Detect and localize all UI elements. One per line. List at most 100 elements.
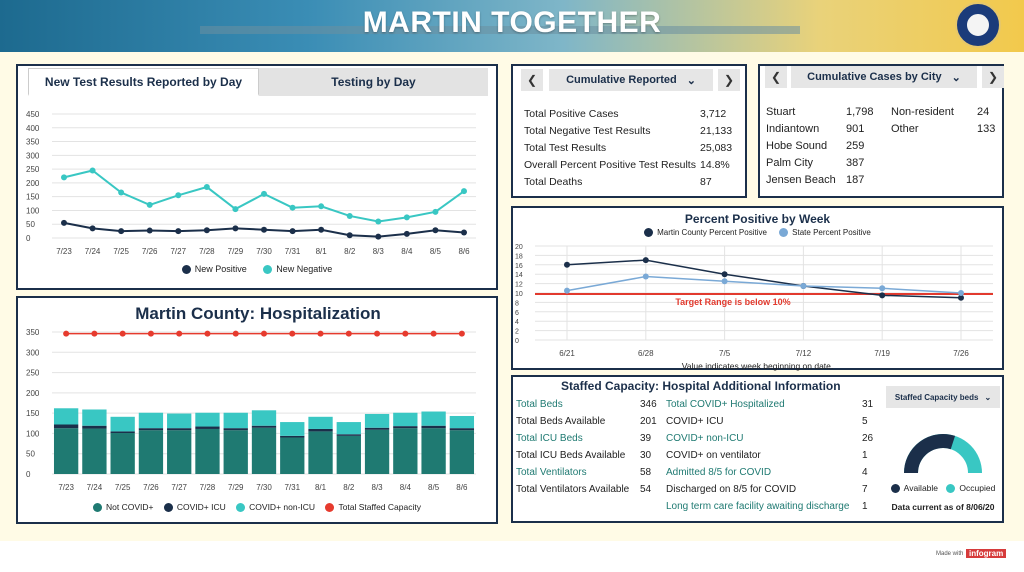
bar-segment bbox=[110, 431, 135, 434]
x-tick-label: 7/30 bbox=[256, 483, 272, 492]
x-tick-label: 7/31 bbox=[284, 483, 300, 492]
data-point bbox=[203, 227, 210, 234]
data-point bbox=[721, 271, 728, 278]
value-hobe-sound: 259 bbox=[846, 140, 865, 152]
bar-segment bbox=[421, 428, 446, 474]
series-line bbox=[566, 259, 962, 299]
percent-positive-title: Percent Positive by Week bbox=[684, 212, 831, 226]
city-other: Other bbox=[891, 123, 919, 135]
data-point bbox=[289, 228, 296, 235]
y-tick-label: 18 bbox=[515, 253, 523, 260]
data-current-note: Data current as of 8/06/20 bbox=[891, 502, 995, 512]
y-tick-label: 150 bbox=[26, 409, 40, 418]
city-prev-button[interactable]: ❮ bbox=[765, 66, 787, 88]
bar-segment bbox=[53, 424, 79, 429]
staffed-capacity-panel: Staffed Capacity: Hospital Additional In… bbox=[511, 375, 1004, 523]
tab-new-test-results[interactable]: New Test Results Reported by Day bbox=[28, 68, 259, 96]
county-seal-icon bbox=[955, 2, 1001, 48]
data-point bbox=[642, 257, 649, 264]
x-tick-label: 8/1 bbox=[315, 483, 327, 492]
city-palm-city: Palm City bbox=[766, 157, 814, 169]
x-tick-label: 8/4 bbox=[400, 483, 412, 492]
bar-segment bbox=[167, 428, 192, 431]
data-point bbox=[403, 230, 410, 237]
data-point bbox=[118, 228, 125, 235]
x-tick-label: 6/21 bbox=[559, 349, 575, 358]
x-tick-label: 7/29 bbox=[228, 483, 244, 492]
x-tick-label: 7/26 bbox=[953, 349, 969, 358]
capacity-point bbox=[119, 330, 126, 337]
bar-segment bbox=[223, 428, 248, 431]
city-select[interactable]: Cumulative Cases by City ⌄ bbox=[791, 66, 977, 88]
data-point bbox=[432, 208, 439, 215]
data-point bbox=[800, 282, 807, 289]
y-tick-label: 14 bbox=[515, 272, 523, 279]
data-point bbox=[146, 201, 153, 208]
label-total-icu-beds: Total ICU Beds bbox=[516, 433, 583, 444]
percent-note: Value indicates week beginning on date. bbox=[681, 361, 834, 371]
capacity-point bbox=[204, 330, 211, 337]
staffed-capacity-select[interactable]: Staffed Capacity beds ⌄ bbox=[886, 386, 1000, 408]
cumulative-prev-button[interactable]: ❮ bbox=[521, 69, 543, 91]
cumulative-select[interactable]: Cumulative Reported ⌄ bbox=[549, 69, 713, 91]
capacity-point bbox=[402, 330, 409, 337]
x-tick-label: 7/27 bbox=[171, 483, 187, 492]
bar-segment bbox=[364, 427, 390, 430]
hospital-legend: Not COVID+ COVID+ ICU COVID+ non-ICU Tot… bbox=[18, 502, 496, 513]
data-point bbox=[89, 167, 96, 174]
data-point bbox=[61, 174, 67, 181]
city-indiantown: Indiantown bbox=[766, 123, 820, 135]
data-point bbox=[564, 287, 570, 294]
x-tick-label: 7/31 bbox=[285, 247, 301, 256]
staffed-capacity-title: Staffed Capacity: Hospital Additional In… bbox=[561, 379, 841, 393]
label-icu-beds-available: Total ICU Beds Available bbox=[516, 450, 626, 461]
cases-by-city-panel: ❮ Cumulative Cases by City ⌄ ❯ Stuart Ind… bbox=[758, 64, 1004, 198]
staffed-col1-labels: Total Beds Total Beds Available Total IC… bbox=[516, 396, 629, 498]
bridge-graphic bbox=[200, 26, 800, 34]
bar-segment bbox=[82, 425, 107, 429]
city-next-button[interactable]: ❯ bbox=[982, 66, 1004, 88]
page-title: MARTIN TOGETHER bbox=[362, 6, 662, 39]
value-covid-ventilator: 1 bbox=[862, 450, 868, 461]
legend-covid-icu: COVID+ ICU bbox=[163, 502, 226, 513]
capacity-point bbox=[317, 330, 324, 337]
bar-segment bbox=[195, 428, 220, 474]
gauge-available-arc bbox=[904, 434, 956, 474]
y-tick-label: 200 bbox=[26, 179, 40, 188]
bar-segment bbox=[280, 422, 305, 436]
x-tick-label: 7/27 bbox=[170, 247, 186, 256]
gauge-legend: Available Occupied bbox=[886, 483, 1000, 494]
value-total-deaths: 87 bbox=[700, 176, 712, 188]
data-point bbox=[564, 261, 570, 268]
chevron-down-icon: ⌄ bbox=[951, 71, 961, 84]
value-covid-icu: 5 bbox=[862, 416, 868, 427]
y-tick-label: 50 bbox=[26, 450, 35, 459]
value-jensen-beach: 187 bbox=[846, 174, 865, 186]
x-tick-label: 7/25 bbox=[115, 483, 131, 492]
x-tick-label: 7/28 bbox=[200, 483, 216, 492]
staffed-col1-values: 346 201 39 30 58 54 bbox=[640, 396, 657, 498]
capacity-point bbox=[261, 330, 267, 337]
capacity-point bbox=[232, 330, 239, 337]
x-tick-label: 8/5 bbox=[430, 247, 442, 256]
bar-segment bbox=[421, 425, 446, 429]
tests-legend: New Positive New Negative bbox=[18, 264, 496, 275]
y-tick-label: 250 bbox=[26, 369, 40, 378]
tab-testing-by-day[interactable]: Testing by Day bbox=[259, 68, 488, 96]
infogram-logo-icon[interactable]: infogram bbox=[966, 549, 1007, 558]
label-covid-icu: COVID+ ICU bbox=[666, 416, 724, 427]
value-covid-hospitalized: 31 bbox=[862, 399, 874, 410]
bar-segment bbox=[82, 409, 107, 426]
value-stuart: 1,798 bbox=[846, 106, 874, 118]
cumulative-next-button[interactable]: ❯ bbox=[718, 69, 740, 91]
capacity-point bbox=[63, 330, 70, 337]
footer: Made with infogram bbox=[0, 541, 1024, 572]
label-covid-non-icu: COVID+ non-ICU bbox=[666, 433, 744, 444]
city-non-resident: Non-resident bbox=[891, 106, 954, 118]
data-point bbox=[958, 294, 964, 301]
capacity-point bbox=[147, 330, 154, 337]
bar-segment bbox=[393, 428, 418, 474]
x-tick-label: 7/12 bbox=[796, 349, 812, 358]
value-admitted: 4 bbox=[862, 467, 868, 478]
bar-segment bbox=[251, 427, 277, 474]
